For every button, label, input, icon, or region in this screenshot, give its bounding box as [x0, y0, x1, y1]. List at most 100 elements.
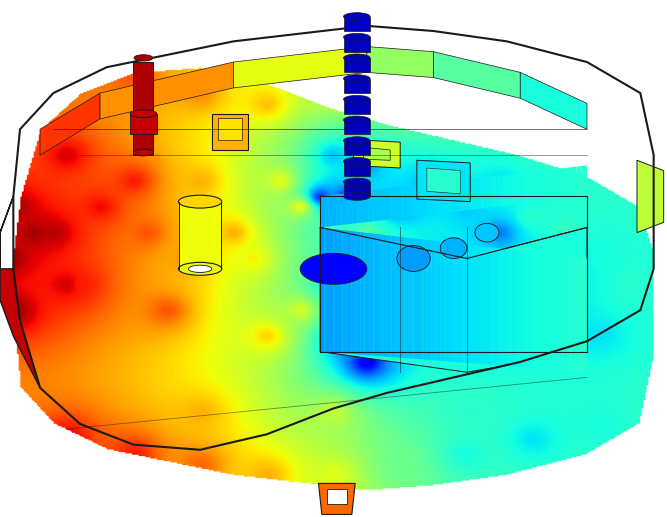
Polygon shape — [637, 160, 664, 233]
Polygon shape — [344, 182, 370, 196]
Ellipse shape — [344, 178, 370, 186]
Polygon shape — [409, 238, 414, 359]
Polygon shape — [475, 178, 480, 209]
Polygon shape — [525, 251, 529, 368]
Polygon shape — [454, 243, 458, 362]
Polygon shape — [320, 227, 587, 372]
Polygon shape — [542, 253, 547, 369]
Polygon shape — [576, 166, 582, 197]
Polygon shape — [486, 177, 491, 208]
Polygon shape — [320, 227, 325, 352]
Ellipse shape — [130, 110, 157, 118]
Polygon shape — [502, 249, 507, 366]
Polygon shape — [342, 230, 347, 354]
Polygon shape — [448, 181, 454, 212]
Polygon shape — [395, 187, 400, 219]
Polygon shape — [344, 37, 370, 52]
Ellipse shape — [344, 54, 370, 62]
Polygon shape — [374, 190, 379, 221]
Polygon shape — [336, 194, 342, 225]
Polygon shape — [454, 180, 459, 212]
Polygon shape — [539, 171, 544, 202]
Polygon shape — [512, 174, 518, 205]
Ellipse shape — [344, 33, 370, 41]
Polygon shape — [384, 188, 390, 220]
Polygon shape — [344, 99, 370, 114]
Polygon shape — [344, 141, 370, 155]
Polygon shape — [406, 186, 411, 218]
Polygon shape — [432, 240, 436, 360]
Ellipse shape — [133, 149, 153, 156]
Ellipse shape — [344, 157, 370, 165]
Polygon shape — [400, 187, 406, 218]
Polygon shape — [320, 196, 325, 227]
Ellipse shape — [344, 13, 370, 21]
Polygon shape — [356, 232, 360, 355]
Polygon shape — [502, 175, 507, 206]
Polygon shape — [344, 120, 370, 134]
Polygon shape — [491, 176, 496, 208]
Polygon shape — [516, 250, 520, 367]
Ellipse shape — [178, 195, 221, 208]
Polygon shape — [449, 242, 454, 362]
Polygon shape — [405, 237, 409, 358]
Ellipse shape — [344, 192, 370, 200]
Polygon shape — [396, 236, 400, 358]
Polygon shape — [434, 52, 520, 98]
Ellipse shape — [344, 116, 370, 124]
Polygon shape — [445, 242, 449, 361]
Polygon shape — [560, 168, 566, 200]
Polygon shape — [352, 231, 356, 354]
Polygon shape — [438, 182, 443, 214]
Polygon shape — [344, 161, 370, 176]
Polygon shape — [547, 254, 552, 370]
Polygon shape — [358, 191, 363, 223]
Polygon shape — [534, 171, 539, 203]
Polygon shape — [0, 196, 40, 388]
Polygon shape — [582, 165, 587, 197]
Polygon shape — [352, 192, 358, 224]
Polygon shape — [130, 114, 157, 134]
Polygon shape — [334, 229, 338, 353]
Polygon shape — [520, 251, 525, 368]
Polygon shape — [440, 241, 445, 361]
Polygon shape — [458, 244, 462, 362]
Circle shape — [475, 223, 499, 242]
Polygon shape — [344, 58, 370, 72]
Polygon shape — [331, 194, 336, 226]
Polygon shape — [179, 202, 221, 269]
Polygon shape — [480, 246, 485, 364]
Polygon shape — [411, 185, 416, 217]
Polygon shape — [427, 240, 432, 360]
Polygon shape — [574, 257, 578, 372]
Polygon shape — [427, 168, 460, 194]
Polygon shape — [462, 244, 467, 363]
Polygon shape — [494, 248, 498, 366]
Polygon shape — [374, 234, 378, 356]
Polygon shape — [338, 230, 342, 353]
Polygon shape — [538, 253, 542, 369]
Polygon shape — [566, 168, 571, 199]
Ellipse shape — [188, 265, 212, 272]
Circle shape — [440, 238, 467, 258]
Polygon shape — [344, 17, 370, 31]
Polygon shape — [422, 239, 427, 360]
Polygon shape — [347, 193, 352, 224]
Polygon shape — [432, 183, 438, 215]
Polygon shape — [329, 229, 334, 353]
Polygon shape — [414, 238, 418, 359]
Polygon shape — [582, 258, 587, 372]
Polygon shape — [369, 233, 374, 356]
Polygon shape — [392, 236, 396, 357]
Polygon shape — [418, 239, 422, 359]
Polygon shape — [100, 62, 233, 119]
Polygon shape — [555, 169, 560, 200]
Ellipse shape — [178, 262, 221, 275]
Polygon shape — [218, 118, 242, 140]
Polygon shape — [498, 248, 502, 366]
Polygon shape — [485, 247, 489, 364]
Polygon shape — [319, 483, 355, 514]
Polygon shape — [368, 190, 374, 222]
Polygon shape — [467, 245, 472, 363]
Ellipse shape — [344, 74, 370, 82]
